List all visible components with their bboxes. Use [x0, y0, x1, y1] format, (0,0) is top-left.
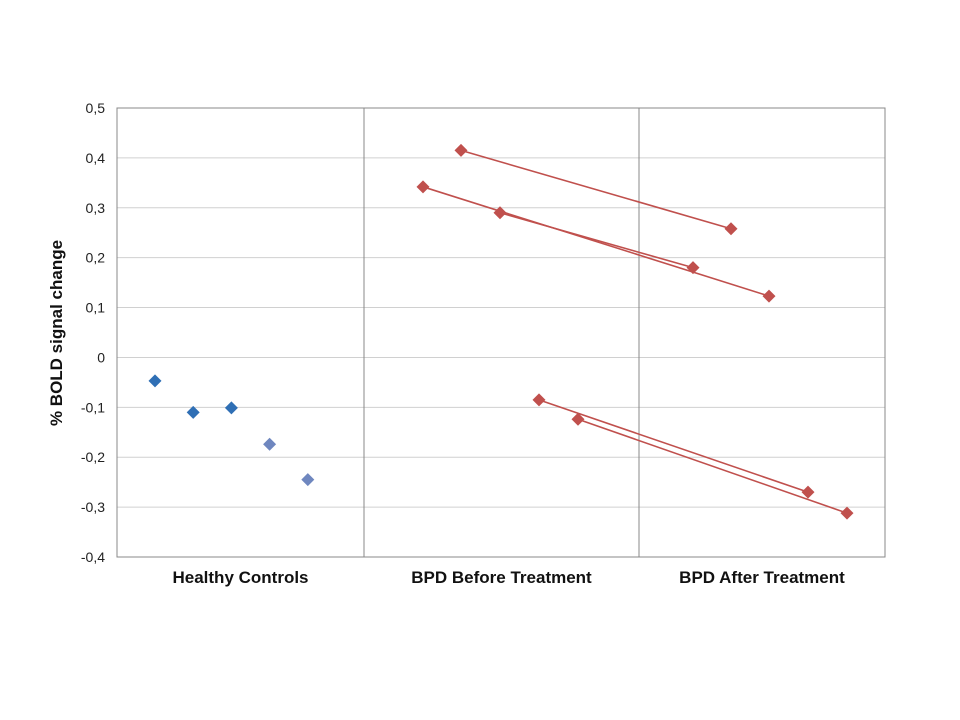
y-axis-title: % BOLD signal change — [47, 240, 66, 426]
grid-lines — [117, 107, 885, 558]
bpd-pair-line — [460, 149, 732, 230]
y-tick-label: 0,2 — [86, 250, 106, 266]
bpd-pair-line — [499, 211, 694, 269]
category-label: BPD After Treatment — [679, 568, 845, 587]
plot-border — [116, 107, 886, 558]
y-tick-label: 0,5 — [86, 100, 106, 116]
bpd-after-point — [840, 506, 854, 520]
data-points — [148, 143, 854, 520]
category-label: Healthy Controls — [172, 568, 308, 587]
y-tick-label: 0,1 — [86, 300, 106, 316]
bpd-after-point — [686, 261, 700, 275]
bpd-after-point — [724, 222, 738, 236]
y-tick-label: -0,4 — [81, 549, 105, 565]
bpd-before-point — [454, 143, 468, 157]
bpd-connecting-lines — [422, 149, 848, 514]
healthy-control-point — [148, 374, 162, 388]
healthy-control-point — [186, 405, 200, 419]
bpd-before-point — [416, 180, 430, 194]
category-label: BPD Before Treatment — [411, 568, 592, 587]
bpd-after-point — [762, 289, 776, 303]
bpd-before-point — [532, 393, 546, 407]
bpd-pair-line — [538, 399, 809, 493]
bpd-before-point — [571, 412, 585, 426]
y-tick-labels: 0,5 0,4 0,3 0,2 0,1 0 -0,1 -0,2 -0,3 -0,4 — [81, 100, 105, 565]
healthy-control-point — [301, 473, 315, 487]
category-labels: Healthy Controls BPD Before Treatment BPD … — [172, 568, 845, 587]
bpd-before-point — [493, 206, 507, 220]
y-tick-label: -0,3 — [81, 499, 105, 515]
y-tick-label: -0,1 — [81, 399, 105, 415]
healthy-control-point — [263, 437, 277, 451]
bpd-pair-line — [422, 186, 770, 297]
y-tick-label: 0,4 — [86, 150, 106, 166]
y-tick-label: 0 — [97, 349, 105, 365]
healthy-control-point — [224, 401, 238, 415]
bpd-after-point — [801, 485, 815, 499]
y-tick-label: -0,2 — [81, 449, 105, 465]
bpd-pair-line — [577, 418, 848, 514]
plot-frame — [116, 107, 886, 558]
y-tick-label: 0,3 — [86, 200, 106, 216]
